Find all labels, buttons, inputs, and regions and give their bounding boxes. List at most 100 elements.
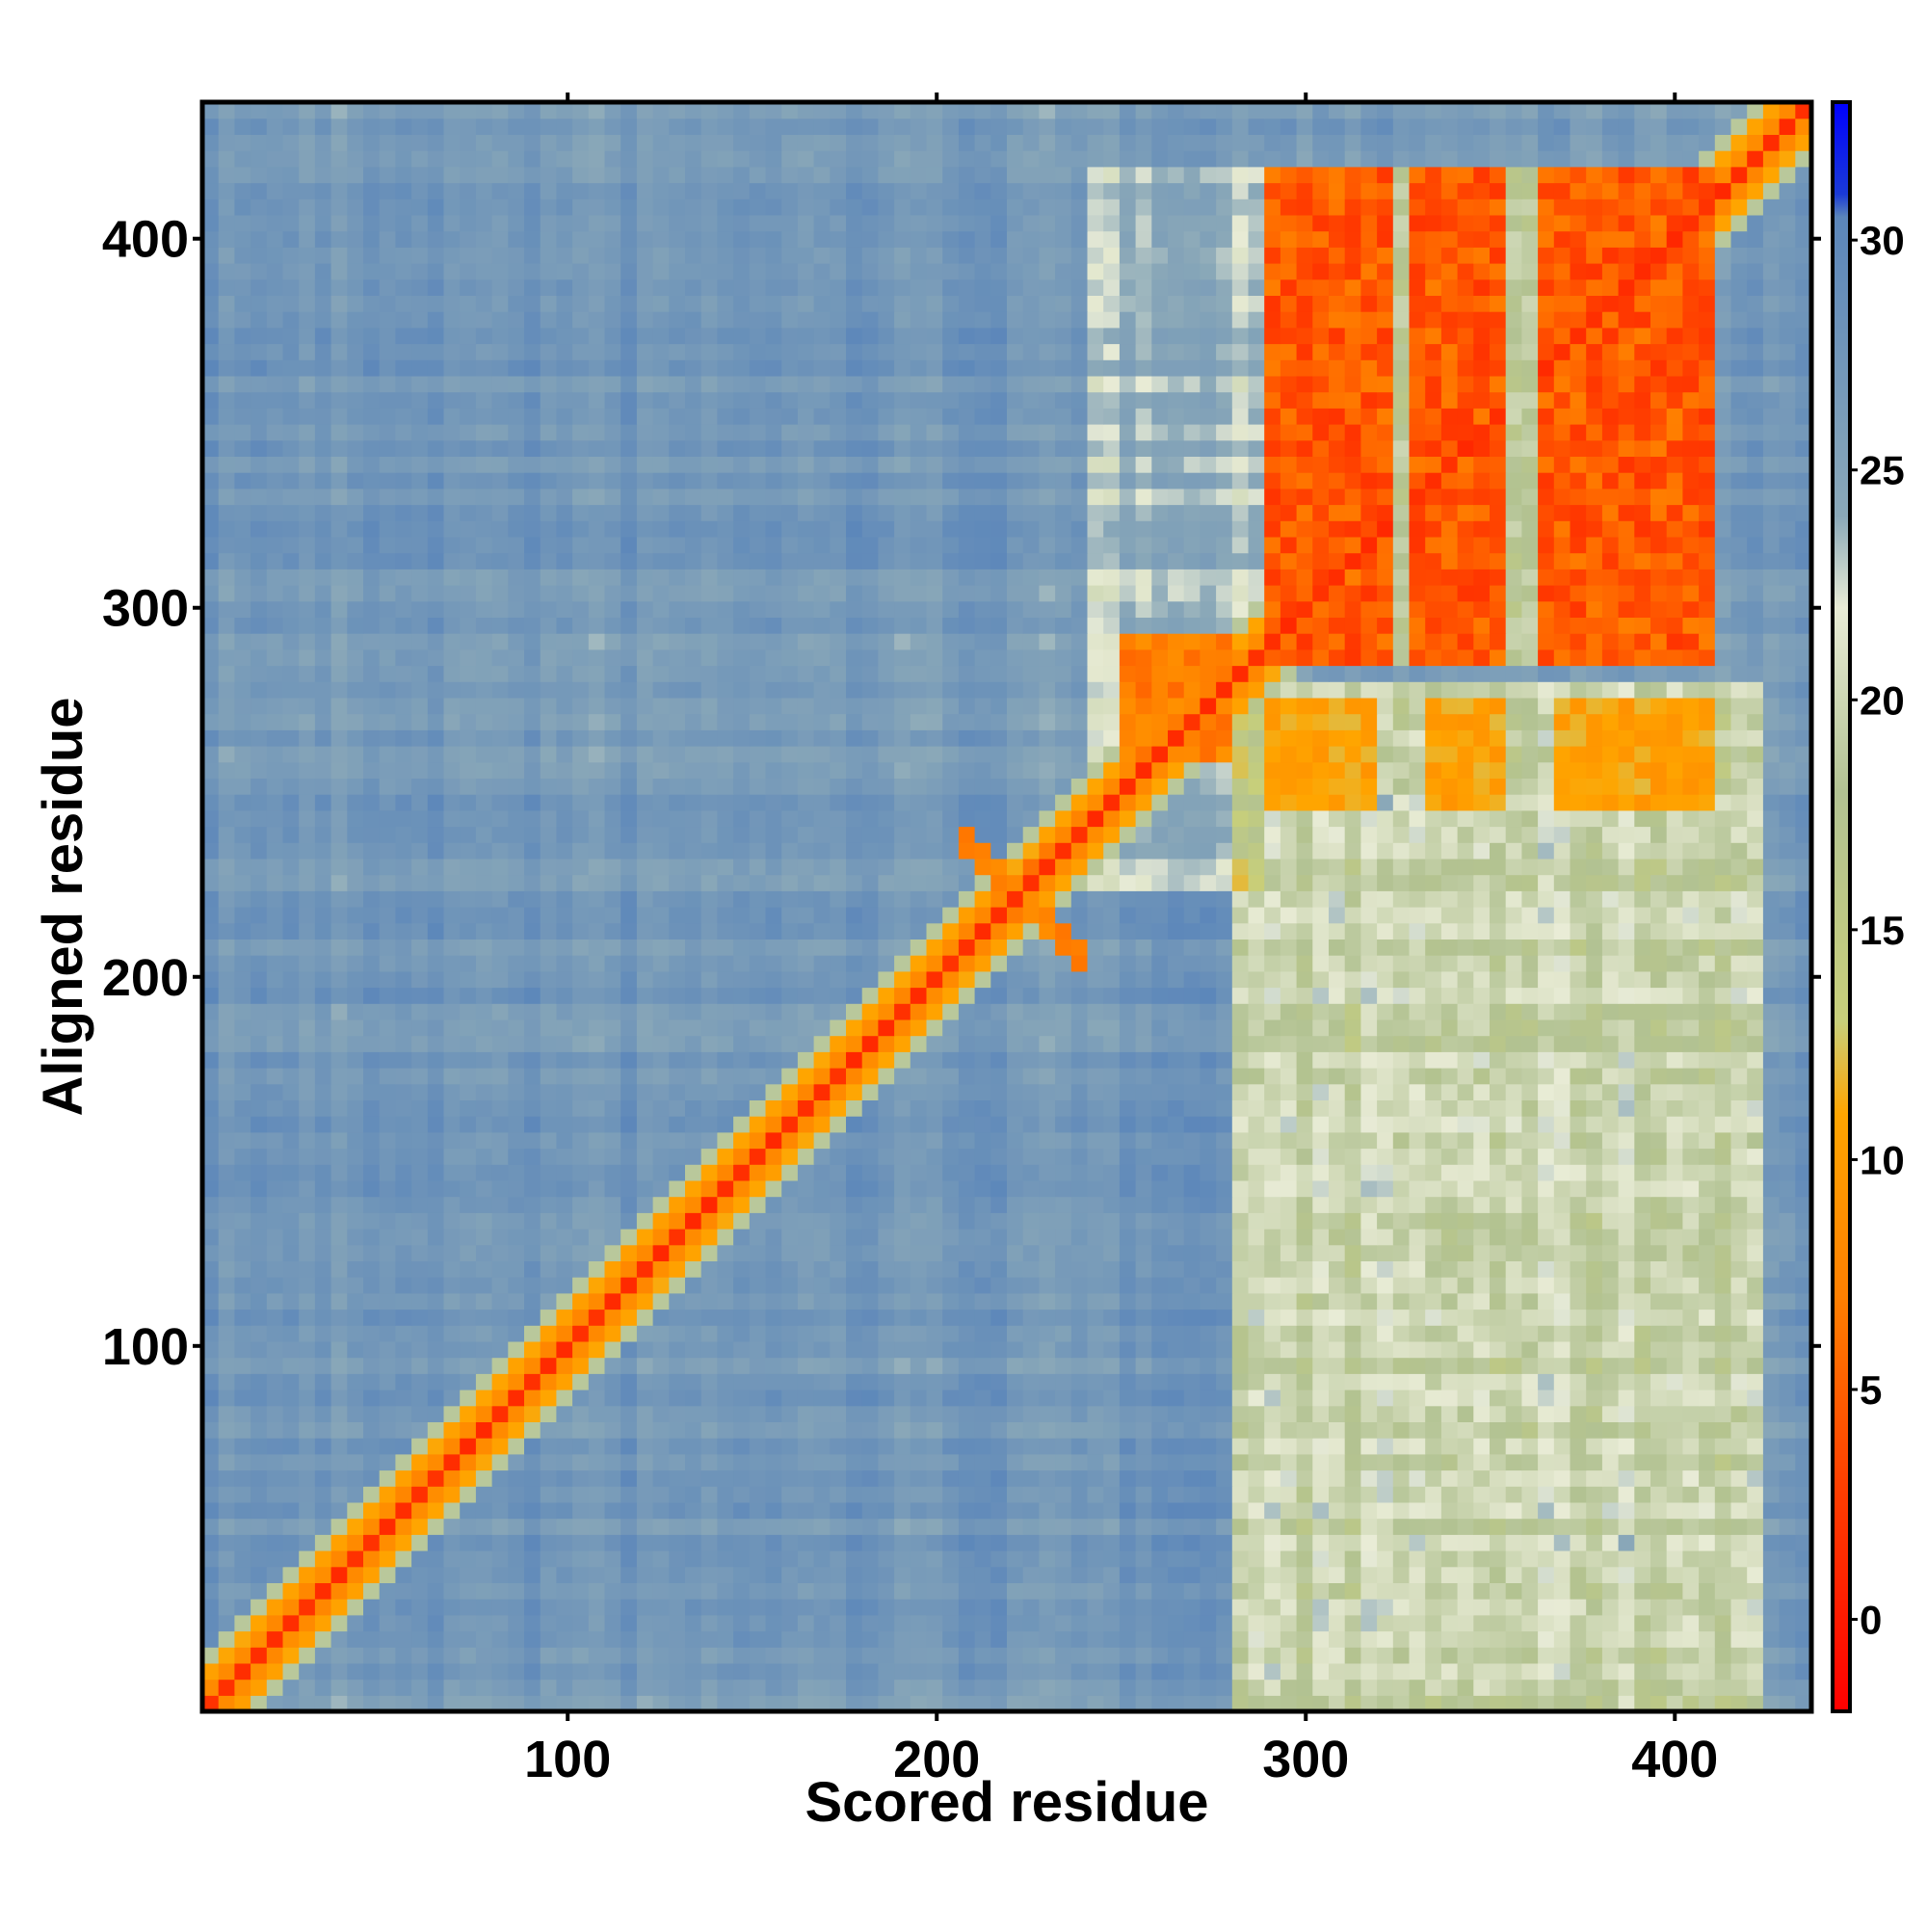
heatmap-cell <box>1457 1550 1474 1568</box>
heatmap-cell <box>1329 1501 1346 1520</box>
heatmap-cell <box>717 1389 734 1407</box>
heatmap-cell <box>314 1179 332 1198</box>
heatmap-cell <box>572 1196 590 1213</box>
heatmap-cell <box>861 1469 879 1487</box>
heatmap-cell <box>363 1469 381 1487</box>
heatmap-cell <box>910 1229 928 1246</box>
heatmap-cell <box>1521 1373 1539 1390</box>
heatmap-cell <box>266 1405 284 1422</box>
heatmap-cell <box>733 1196 751 1213</box>
heatmap-cell <box>1216 1534 1233 1551</box>
heatmap-cell <box>781 1325 799 1342</box>
heatmap-cell <box>475 1550 493 1568</box>
heatmap-cell <box>974 1518 991 1535</box>
heatmap-cell <box>894 1196 911 1213</box>
heatmap-cell <box>717 1421 734 1439</box>
heatmap-cell <box>990 1599 1008 1616</box>
heatmap-cell <box>861 1614 879 1632</box>
heatmap-cell <box>314 1421 332 1439</box>
heatmap-cell <box>700 1501 718 1520</box>
heatmap-cell <box>1795 1566 1811 1583</box>
heatmap-cell <box>1377 1614 1394 1632</box>
heatmap-cell <box>1039 1501 1056 1520</box>
heatmap-cell <box>1039 1309 1056 1326</box>
heatmap-cell <box>781 1662 799 1681</box>
heatmap-cell <box>1747 1148 1764 1165</box>
heatmap-cell <box>475 987 493 1004</box>
heatmap-cell <box>588 1003 606 1020</box>
heatmap-cell <box>1296 1148 1313 1165</box>
heatmap-cell <box>1601 1325 1620 1342</box>
heatmap-cell <box>669 1019 686 1037</box>
heatmap-cell <box>1022 1131 1040 1150</box>
heatmap-cell <box>1039 1389 1056 1407</box>
heatmap-cell <box>1473 1068 1491 1085</box>
heatmap-cell <box>765 1486 782 1503</box>
heatmap-cell <box>1650 1630 1668 1648</box>
heatmap-cell <box>379 1340 396 1359</box>
heatmap-cell <box>1714 1179 1732 1198</box>
heatmap-cell <box>395 1518 412 1535</box>
heatmap-cell <box>1280 1599 1298 1616</box>
heatmap-cell <box>1248 970 1265 989</box>
heatmap-cell <box>685 1679 702 1696</box>
heatmap-cell <box>1103 1501 1121 1520</box>
heatmap-cell <box>1296 1486 1313 1503</box>
heatmap-cell <box>1231 1260 1250 1278</box>
heatmap-cell <box>1231 1630 1250 1648</box>
heatmap-cell <box>1747 1486 1764 1503</box>
heatmap-cell <box>379 1469 396 1487</box>
heatmap-cell <box>733 1068 751 1085</box>
heatmap-cell <box>813 1292 831 1310</box>
heatmap-cell <box>1730 1051 1748 1069</box>
heatmap-cell <box>314 939 332 956</box>
heatmap-cell <box>1457 1421 1474 1439</box>
heatmap-cell <box>636 1035 654 1052</box>
heatmap-cell <box>443 1469 461 1487</box>
heatmap-cell <box>1070 1662 1089 1681</box>
heatmap-cell <box>363 1453 381 1471</box>
heatmap-cell <box>685 1292 702 1310</box>
heatmap-cell <box>685 939 702 956</box>
heatmap-cell <box>266 1679 284 1696</box>
heatmap-cell <box>1490 1614 1507 1632</box>
heatmap-cell <box>1377 1534 1394 1551</box>
heatmap-cell <box>524 1229 541 1246</box>
heatmap-cell <box>202 1501 220 1520</box>
heatmap-cell <box>1183 922 1201 940</box>
heatmap-cell <box>588 955 606 972</box>
heatmap-cell <box>974 1277 991 1294</box>
heatmap-cell <box>1168 1244 1185 1261</box>
heatmap-cell <box>1329 1212 1346 1230</box>
heatmap-cell <box>588 1421 606 1439</box>
heatmap-cell <box>1762 1212 1781 1230</box>
heatmap-cell <box>1747 1647 1764 1664</box>
heatmap-cell <box>942 1438 960 1455</box>
heatmap-cell <box>942 987 960 1004</box>
heatmap-cell <box>685 1325 702 1342</box>
heatmap-cell <box>1666 1389 1683 1407</box>
heatmap-cell <box>1344 1035 1361 1052</box>
heatmap-cell <box>508 1051 525 1069</box>
heatmap-cell <box>958 1164 976 1181</box>
heatmap-cell <box>1440 1179 1459 1198</box>
heatmap-cell <box>685 1340 702 1359</box>
heatmap-cell <box>958 1212 976 1230</box>
heatmap-cell <box>572 1647 590 1664</box>
heatmap-cell <box>1007 1277 1024 1294</box>
heatmap-cell <box>1280 1630 1298 1648</box>
heatmap-cell <box>1135 1179 1152 1198</box>
heatmap-cell <box>1425 1325 1442 1342</box>
heatmap-cell <box>1666 922 1683 940</box>
heatmap-cell <box>491 1083 509 1100</box>
heatmap-cell <box>1779 1003 1796 1020</box>
heatmap-cell <box>1553 1550 1571 1568</box>
heatmap-cell <box>878 1148 895 1165</box>
heatmap-cell <box>395 1051 412 1069</box>
heatmap-cell <box>1570 939 1587 956</box>
heatmap-cell <box>1216 1389 1233 1407</box>
heatmap-cell <box>524 955 541 972</box>
heatmap-cell <box>813 1486 831 1503</box>
heatmap-cell <box>299 1019 316 1037</box>
heatmap-cell <box>1200 1148 1217 1165</box>
